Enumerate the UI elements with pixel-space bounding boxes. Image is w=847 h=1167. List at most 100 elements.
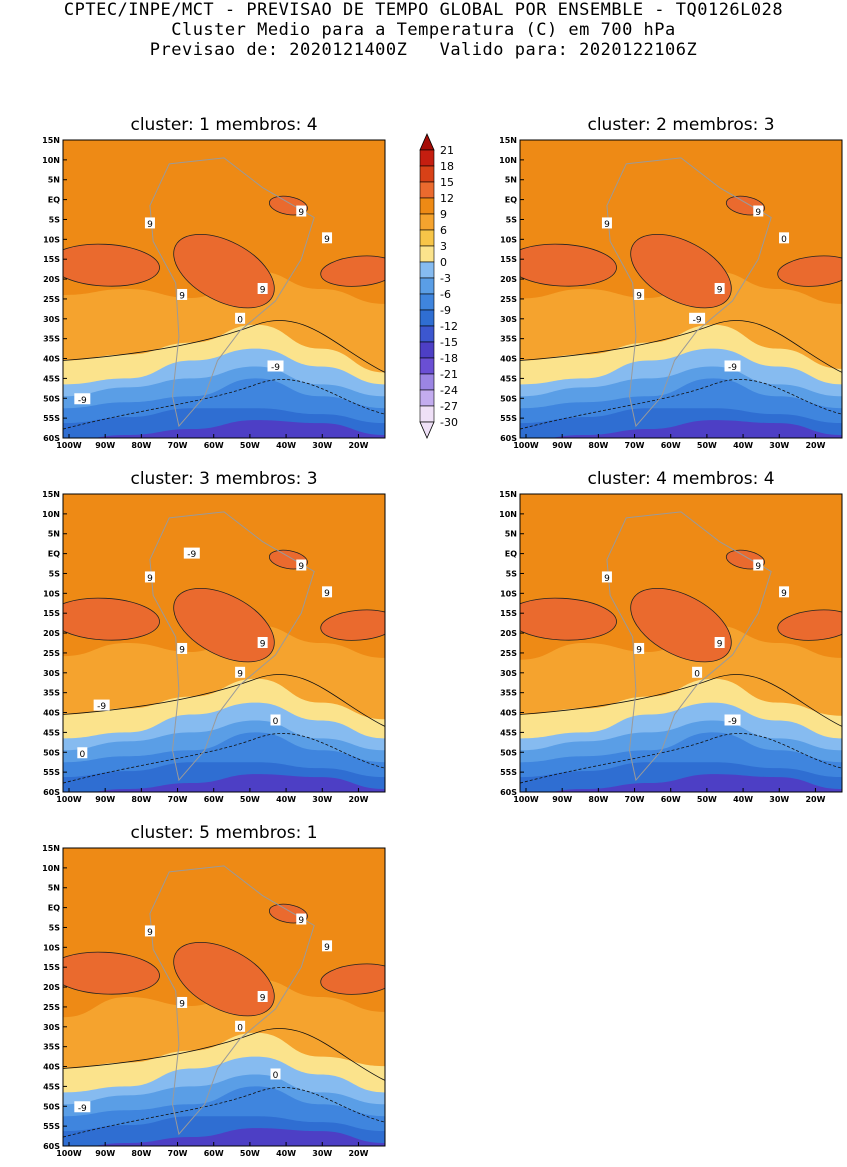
figure-title-line-1: CPTEC/INPE/MCT - PREVISAO DE TEMPO GLOBA…	[63, 0, 784, 20]
lon-tick-label: 80W	[588, 795, 608, 804]
contour-label: 0	[237, 315, 243, 325]
lon-tick-label: 30W	[312, 795, 332, 804]
map-frame	[62, 847, 386, 1147]
lat-tick-label: 60S	[500, 434, 517, 443]
colorbar-label: 3	[440, 240, 447, 253]
warm-region-west-pacific	[63, 597, 160, 641]
lon-tick-label: 20W	[348, 1149, 368, 1158]
colorbar-swatch	[419, 293, 435, 311]
contour-zero	[63, 1028, 385, 1081]
map-panel-cluster-3: cluster: 3 membros: 3 9 9 9 9 9 9 0 0 -9 -9 15N 10N 5…	[25, 464, 395, 813]
lon-tick-label: 50W	[697, 441, 717, 450]
lat-tick-label: 25S	[43, 1003, 60, 1012]
colorbar-label: -9	[440, 304, 451, 317]
contour-label: -9	[728, 717, 737, 727]
lat-tick-label: 5S	[506, 215, 518, 224]
contour-label-box	[322, 586, 333, 598]
lon-tick-label: 60W	[661, 441, 681, 450]
contour-label: 9	[179, 645, 185, 655]
lon-tick-label: 30W	[769, 795, 789, 804]
lat-tick-label: 10N	[42, 864, 60, 873]
contour-label-box	[235, 666, 246, 678]
contour-label-box	[322, 232, 333, 244]
lat-tick-label: EQ	[505, 196, 517, 205]
colorbar-label: 21	[440, 144, 454, 157]
lat-tick-label: 10S	[43, 235, 60, 244]
contour-label: -9	[78, 1104, 87, 1114]
lat-tick-label: 45S	[500, 374, 517, 383]
lat-tick-label: 20S	[43, 275, 60, 284]
contour-label-box	[177, 996, 188, 1008]
lon-tick-label: 40W	[276, 795, 296, 804]
lat-tick-label: 5S	[49, 215, 61, 224]
lon-tick-label: 70W	[625, 441, 645, 450]
lat-tick-label: 10S	[43, 943, 60, 952]
lon-tick-label: 90W	[95, 1149, 115, 1158]
contour-label: 0	[781, 235, 787, 245]
colorbar-label: -21	[440, 368, 458, 381]
lon-tick-label: 90W	[95, 441, 115, 450]
lon-tick-label: 20W	[348, 795, 368, 804]
contour-label-box	[77, 747, 88, 759]
contour-label-box	[724, 714, 741, 726]
contour-minus9	[63, 379, 385, 430]
lon-tick-label: 40W	[733, 441, 753, 450]
contour-zero	[63, 674, 385, 727]
contour-label: 9	[324, 943, 330, 953]
warm-region-south-america	[630, 587, 732, 663]
lon-tick-label: 40W	[276, 441, 296, 450]
colorbar-label: 15	[440, 176, 454, 189]
colorbar-swatch	[419, 405, 435, 423]
contour-label-box	[270, 1068, 281, 1080]
map-panel-cluster-4: cluster: 4 membros: 4 9 9 9 9 9 0 -9 15N 10N 5N EQ 5…	[482, 464, 847, 813]
contour-label-box	[183, 547, 200, 559]
lat-tick-label: 45S	[43, 1082, 60, 1091]
contour-label: 9	[636, 291, 642, 301]
warm-region-south-america	[173, 587, 275, 663]
contour-label: 0	[79, 750, 85, 760]
lon-tick-label: 30W	[769, 441, 789, 450]
colorbar-swatch	[419, 309, 435, 327]
contour-label-box	[267, 360, 284, 372]
warm-region-west-pacific	[520, 243, 617, 287]
lat-tick-label: 40S	[500, 709, 517, 718]
temperature-band-minus18-minus15	[63, 774, 385, 792]
lat-tick-label: EQ	[48, 904, 60, 913]
lat-tick-label: 55S	[500, 768, 517, 777]
contour-label: 9	[298, 208, 304, 218]
contour-label-box	[714, 283, 725, 294]
south-america-outline	[149, 511, 315, 782]
colorbar-label: -24	[440, 384, 458, 397]
colorbar-min-arrow	[419, 421, 435, 439]
lat-tick-label: 15N	[42, 490, 60, 499]
lat-tick-label: 15S	[500, 609, 517, 618]
contour-label: 9	[147, 574, 153, 584]
contour-label: 9	[717, 640, 723, 650]
colorbar-swatch	[419, 357, 435, 375]
contour-label-box	[74, 393, 91, 405]
warm-region-south-atlantic	[320, 963, 385, 995]
map-frame	[62, 139, 386, 439]
contour-label: 0	[273, 1071, 279, 1081]
lat-tick-label: 60S	[43, 434, 60, 443]
lon-tick-label: 70W	[625, 795, 645, 804]
contour-label-box	[601, 571, 612, 583]
contour-label-box	[144, 925, 155, 937]
contour-label: 9	[147, 220, 153, 230]
lon-tick-label: 20W	[805, 441, 825, 450]
colorbar-swatch	[419, 213, 435, 231]
lon-tick-label: 70W	[168, 441, 188, 450]
contour-label: -9	[728, 363, 737, 373]
contour-label: -9	[693, 315, 702, 325]
south-america-outline	[149, 157, 315, 428]
lat-tick-label: 15N	[42, 844, 60, 853]
lat-tick-label: 55S	[43, 768, 60, 777]
lat-tick-label: 60S	[500, 788, 517, 797]
lon-tick-label: 90W	[552, 795, 572, 804]
colorbar-label: -18	[440, 352, 458, 365]
contour-zero	[520, 674, 842, 727]
map-frame	[62, 493, 386, 793]
lat-tick-label: 30S	[500, 315, 517, 324]
lon-tick-label: 40W	[276, 1149, 296, 1158]
map-panel-cluster-5: cluster: 5 membros: 1 9 9 9 9 9 0 0 -9 15N 10N 5N EQ…	[25, 818, 395, 1167]
